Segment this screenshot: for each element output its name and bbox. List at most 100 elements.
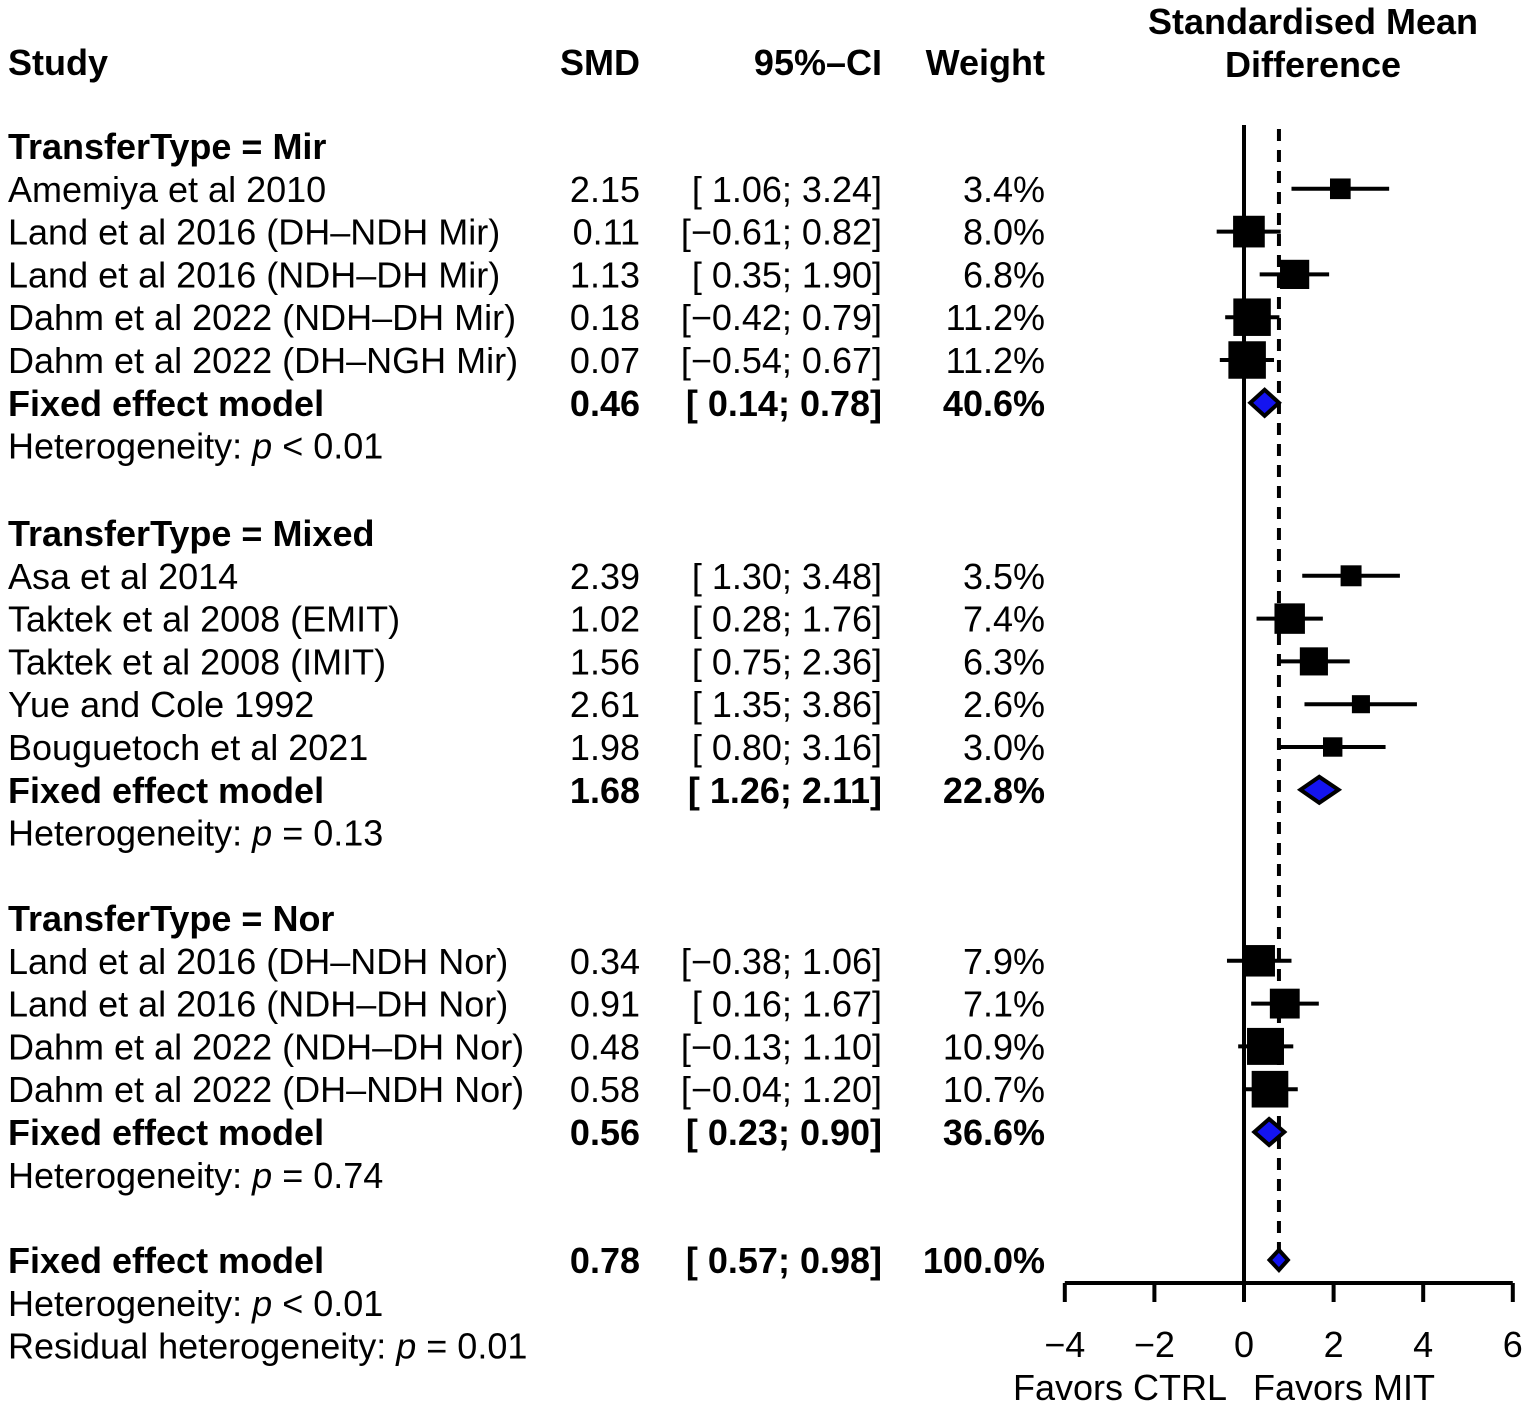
study-row-weight-value: 6.8%: [963, 254, 1045, 295]
tspan: = 0.13: [272, 813, 383, 854]
effect-square: [1280, 259, 1310, 290]
study-row-label: Dahm et al 2022 (NDH–DH Nor): [8, 1026, 524, 1067]
tspan: Residual heterogeneity:: [8, 1326, 396, 1367]
fixed-effect-row-ci-value: [ 1.26; 2.11]: [688, 770, 882, 811]
effect-square: [1251, 1070, 1289, 1108]
heterogeneity-note: Heterogeneity: p = 0.74: [8, 1155, 383, 1196]
group-pooled-diamond: [1251, 1116, 1288, 1148]
study-row-smd-value: 0.34: [570, 941, 640, 982]
axis-tick-label: −4: [1044, 1324, 1085, 1365]
group-title: TransferType = Mixed: [8, 513, 374, 554]
overall-heterogeneity-note: Heterogeneity: p < 0.01: [8, 1283, 383, 1324]
study-row-smd-value: 0.58: [570, 1069, 640, 1110]
study-row-label: Taktek et al 2008 (EMIT): [8, 599, 400, 640]
effect-square: [1299, 647, 1328, 676]
heterogeneity-note: Heterogeneity: p < 0.01: [8, 426, 383, 467]
study-row-weight-value: 3.0%: [963, 727, 1045, 768]
column-header-ci: 95%–CI: [754, 42, 882, 83]
study-row-weight-value: 6.3%: [963, 641, 1045, 682]
study-row-label: Dahm et al 2022 (DH–NGH Mir): [8, 340, 518, 381]
effect-square: [1247, 1027, 1284, 1065]
axis-tick-label: 4: [1413, 1324, 1433, 1365]
axis-tick-label: 2: [1324, 1324, 1344, 1365]
study-row-weight-value: 11.2%: [946, 340, 1045, 381]
tspan: Heterogeneity:: [8, 813, 252, 854]
effect-header-line1: Standardised Mean: [1148, 1, 1478, 42]
overall-fixed-effect-row-ci-value: [ 0.57; 0.98]: [686, 1240, 882, 1281]
study-row-smd-value: 0.91: [570, 984, 640, 1025]
tspan: Heterogeneity:: [8, 1155, 252, 1196]
study-row-smd-value: 2.39: [570, 556, 640, 597]
study-row-ci-value: [ 1.30; 3.48]: [692, 556, 882, 597]
effect-square: [1228, 341, 1266, 379]
tspan: Heterogeneity:: [8, 426, 252, 467]
study-row-smd-value: 1.02: [570, 599, 640, 640]
study-row-smd-value: 1.56: [570, 641, 640, 682]
overall-fixed-effect-row-smd-value: 0.78: [570, 1240, 640, 1281]
fixed-effect-row-weight-value: 22.8%: [943, 770, 1045, 811]
effect-header-line2: Difference: [1225, 44, 1401, 85]
effect-square: [1274, 603, 1305, 634]
study-row-label: Dahm et al 2022 (DH–NDH Nor): [8, 1069, 524, 1110]
tspan: < 0.01: [272, 426, 383, 467]
fixed-effect-row-weight-value: 36.6%: [943, 1112, 1045, 1153]
study-row-label: Asa et al 2014: [8, 556, 238, 597]
study-row-ci-value: [ 0.28; 1.76]: [692, 599, 882, 640]
study-row-label: Land et al 2016 (DH–NDH Nor): [8, 941, 508, 982]
tspan: p: [251, 426, 272, 467]
study-row-ci-value: [−0.38; 1.06]: [681, 941, 882, 982]
study-row-smd-value: 0.07: [570, 340, 640, 381]
study-row-label: Land et al 2016 (NDH–DH Nor): [8, 984, 508, 1025]
group-pooled-diamond: [1247, 387, 1282, 419]
study-row-smd-value: 0.18: [570, 297, 640, 338]
study-row-weight-value: 3.4%: [963, 169, 1045, 210]
study-row-ci-value: [ 0.75; 2.36]: [692, 641, 882, 682]
study-row-ci-value: [−0.61; 0.82]: [681, 212, 882, 253]
study-row-ci-value: [ 0.16; 1.67]: [692, 984, 882, 1025]
study-row-weight-value: 3.5%: [963, 556, 1045, 597]
study-row-smd-value: 2.15: [570, 169, 640, 210]
overall-pooled-diamond: [1266, 1247, 1291, 1273]
study-row-smd-value: 2.61: [570, 684, 640, 725]
group-title: TransferType = Mir: [8, 126, 326, 167]
study-row-weight-value: 10.7%: [943, 1069, 1045, 1110]
effect-square: [1233, 215, 1265, 248]
tspan: p: [395, 1326, 416, 1367]
group-title: TransferType = Nor: [8, 898, 334, 939]
study-row-smd-value: 1.13: [570, 254, 640, 295]
fixed-effect-row-label: Fixed effect model: [8, 383, 324, 424]
fixed-effect-row-ci-value: [ 0.23; 0.90]: [686, 1112, 882, 1153]
fixed-effect-row-label: Fixed effect model: [8, 770, 324, 811]
favors-left-label: Favors CTRL: [1013, 1367, 1227, 1408]
effect-square: [1329, 178, 1351, 200]
tspan: = 0.74: [272, 1155, 383, 1196]
study-row-smd-value: 0.48: [570, 1026, 640, 1067]
study-row-label: Yue and Cole 1992: [8, 684, 314, 725]
fixed-effect-row-weight-value: 40.6%: [943, 383, 1045, 424]
fixed-effect-row-smd-value: 1.68: [570, 770, 640, 811]
effect-square: [1323, 737, 1343, 757]
overall-fixed-effect-row-weight-value: 100.0%: [923, 1240, 1045, 1281]
study-row-weight-value: 10.9%: [943, 1026, 1045, 1067]
study-row-ci-value: [−0.42; 0.79]: [681, 297, 882, 338]
study-row-weight-value: 7.4%: [963, 599, 1045, 640]
study-row-label: Taktek et al 2008 (IMIT): [8, 641, 386, 682]
effect-square: [1340, 565, 1362, 587]
study-row-smd-value: 0.11: [573, 212, 640, 253]
axis-tick-label: 6: [1503, 1324, 1523, 1365]
tspan: < 0.01: [272, 1283, 383, 1324]
fixed-effect-row-ci-value: [ 0.14; 0.78]: [686, 383, 882, 424]
effect-square: [1269, 988, 1300, 1019]
study-row-smd-value: 1.98: [570, 727, 640, 768]
study-row-ci-value: [−0.04; 1.20]: [681, 1069, 882, 1110]
study-row-label: Bouguetoch et al 2021: [8, 727, 368, 768]
study-row-ci-value: [−0.13; 1.10]: [681, 1026, 882, 1067]
effect-square: [1351, 695, 1370, 714]
study-row-ci-value: [ 0.35; 1.90]: [692, 254, 882, 295]
overall-fixed-effect-row-label: Fixed effect model: [8, 1240, 324, 1281]
effect-square: [1243, 945, 1275, 977]
axis-tick-label: −2: [1134, 1324, 1175, 1365]
